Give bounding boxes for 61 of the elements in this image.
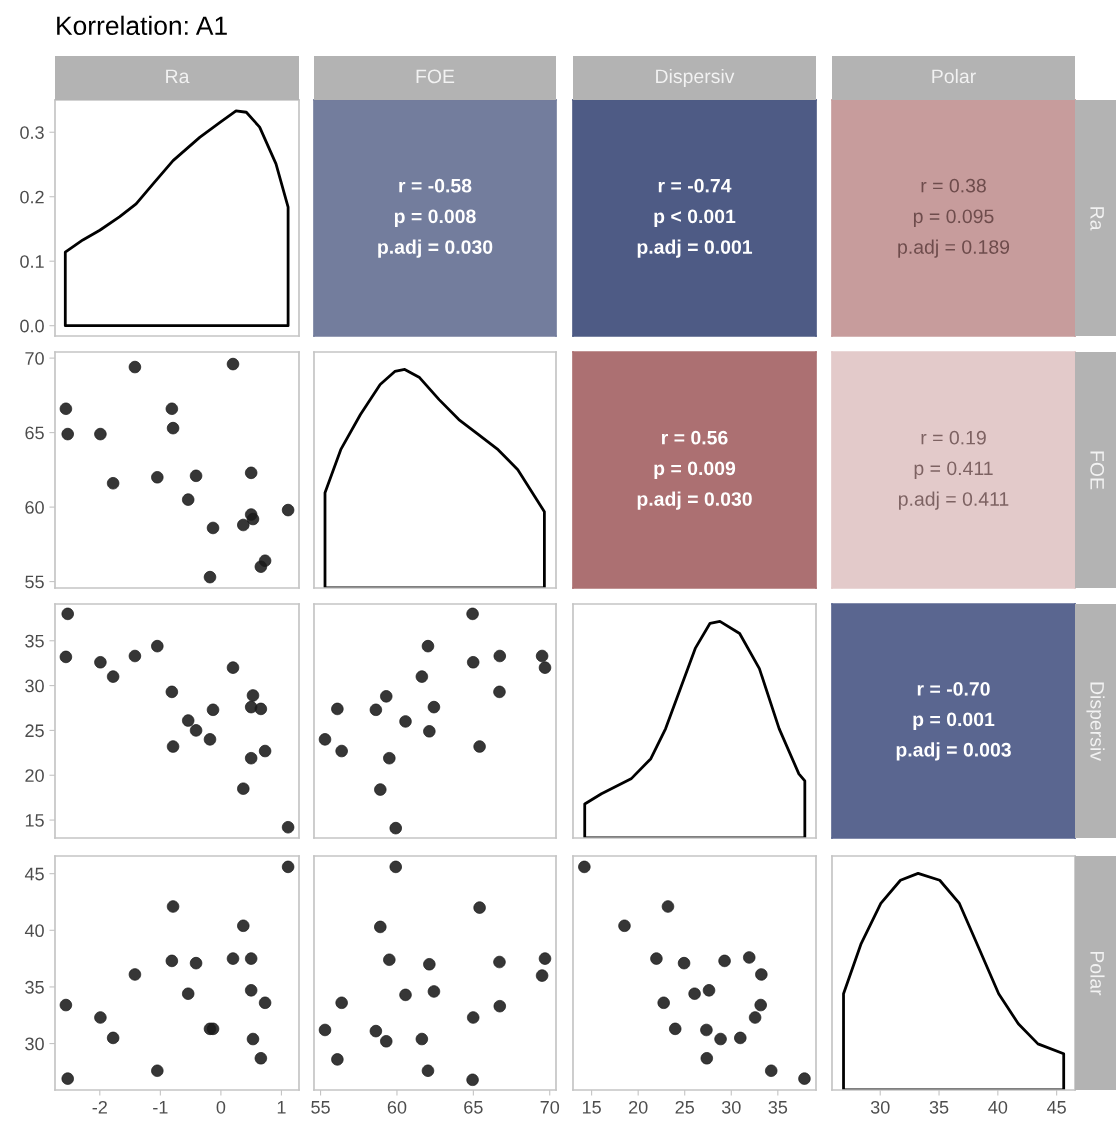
text: r = 0.56 <box>662 430 728 445</box>
text: p = 0.411 <box>914 461 993 480</box>
x-tick-label: 55 <box>311 1101 330 1114</box>
text: r = 0.38 <box>921 178 986 193</box>
y-tick-label: 40 <box>24 924 44 938</box>
text: Ra <box>1090 207 1104 231</box>
text: r = 0.19 <box>921 430 986 445</box>
x-tick-label: 30 <box>721 1100 741 1114</box>
y-tick-label: 15 <box>25 814 44 827</box>
x-tick-label: 15 <box>582 1101 601 1114</box>
chart-title: Ra <box>166 69 190 84</box>
y-tick-label: 70 <box>25 352 44 365</box>
y-tick-label: 25 <box>25 724 44 738</box>
x-tick-label: 35 <box>768 1100 788 1114</box>
x-tick-label: -2 <box>92 1100 107 1114</box>
text: p < 0.001 <box>654 209 736 228</box>
text: Korrelation: A1 <box>57 15 227 36</box>
x-tick-label: 20 <box>629 1100 648 1114</box>
x-tick-label: 70 <box>540 1100 560 1114</box>
x-tick-label: -1 <box>153 1101 168 1114</box>
y-tick-label: 20 <box>25 769 44 782</box>
text: p.adj = 0.030 <box>378 239 493 258</box>
text: p.adj = 0.003 <box>896 742 1011 761</box>
text: Polar <box>932 68 976 84</box>
x-tick-label: 45 <box>1047 1101 1066 1114</box>
text: r = -0.70 <box>917 682 990 696</box>
text: p = 0.095 <box>913 209 994 228</box>
x-tick-label: 25 <box>675 1100 695 1114</box>
x-tick-label: 35 <box>929 1100 949 1114</box>
text: Dispersiv <box>1086 682 1105 761</box>
text: p = 0.009 <box>654 461 736 480</box>
text: FOE <box>416 69 455 84</box>
text: p = 0.001 <box>913 712 995 731</box>
y-tick-label: 60 <box>25 501 44 514</box>
text: p.adj = 0.189 <box>898 239 1010 258</box>
text: r = -0.74 <box>658 178 732 193</box>
x-tick-label: 30 <box>870 1100 890 1114</box>
text: r = -0.58 <box>399 178 472 193</box>
x-tick-label: 65 <box>464 1100 483 1114</box>
y-tick-label: 65 <box>25 426 44 440</box>
x-tick-label: 0 <box>216 1100 226 1114</box>
x-tick-label: 40 <box>988 1100 1008 1114</box>
y-tick-label: 35 <box>25 980 44 994</box>
y-tick-label: 35 <box>25 634 44 648</box>
y2-axis-title: Polar <box>1090 951 1105 996</box>
text: FOE <box>1090 451 1105 490</box>
y-tick-label: 30 <box>25 1037 44 1051</box>
x-tick-label: 1 <box>277 1101 286 1114</box>
text: p.adj = 0.030 <box>637 491 752 510</box>
text: p = 0.008 <box>394 209 476 228</box>
y-tick-label: 0.3 <box>20 126 44 139</box>
y-tick-label: 55 <box>25 575 44 589</box>
x-tick-label: 60 <box>387 1100 407 1114</box>
text: p.adj = 0.411 <box>898 491 1009 510</box>
text: Dispersiv <box>656 68 735 88</box>
y-tick-label: 30 <box>25 679 44 693</box>
y-tick-label: 0.0 <box>20 319 44 333</box>
y-tick-label: 0.2 <box>20 190 44 204</box>
text: p.adj = 0.001 <box>637 239 753 258</box>
y-tick-label: 0.1 <box>20 255 44 268</box>
y-tick-label: 45 <box>24 867 44 881</box>
